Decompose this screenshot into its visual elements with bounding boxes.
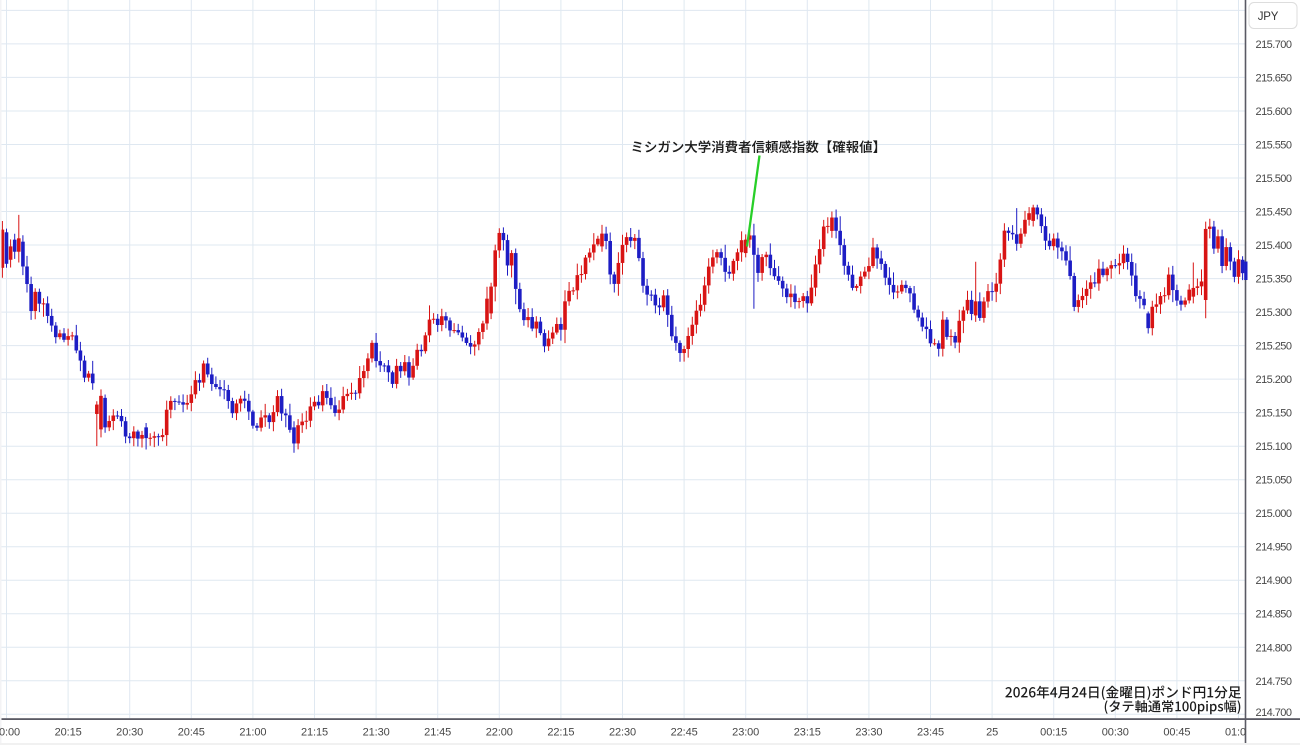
svg-text:215.700: 215.700 [1256, 39, 1292, 51]
svg-text:214.950: 214.950 [1256, 542, 1292, 554]
svg-text:215.250: 215.250 [1256, 341, 1292, 353]
svg-text:23:00: 23:00 [732, 727, 759, 739]
svg-text:20:00: 20:00 [0, 727, 20, 739]
svg-text:215.050: 215.050 [1256, 475, 1292, 487]
svg-text:215.100: 215.100 [1256, 441, 1292, 453]
svg-text:21:30: 21:30 [363, 727, 390, 739]
svg-text:215.200: 215.200 [1256, 374, 1292, 386]
svg-text:00:45: 00:45 [1163, 727, 1190, 739]
svg-text:23:30: 23:30 [855, 727, 882, 739]
svg-text:JPY: JPY [1258, 11, 1279, 23]
svg-text:01:00: 01:00 [1225, 727, 1252, 739]
svg-text:20:30: 20:30 [116, 727, 143, 739]
svg-text:214.900: 214.900 [1256, 575, 1292, 587]
svg-text:215.350: 215.350 [1256, 274, 1292, 286]
svg-text:214.850: 214.850 [1256, 609, 1292, 621]
svg-text:23:45: 23:45 [917, 727, 944, 739]
svg-text:214.700: 214.700 [1256, 707, 1292, 719]
svg-text:20:45: 20:45 [178, 727, 205, 739]
svg-text:21:45: 21:45 [424, 727, 451, 739]
svg-text:215.600: 215.600 [1256, 106, 1292, 118]
svg-text:00:15: 00:15 [1040, 727, 1067, 739]
svg-text:21:15: 21:15 [301, 727, 328, 739]
svg-text:20:15: 20:15 [55, 727, 82, 739]
svg-text:215.650: 215.650 [1256, 72, 1292, 84]
svg-text:215.300: 215.300 [1256, 307, 1292, 319]
svg-text:22:15: 22:15 [547, 727, 574, 739]
svg-text:214.750: 214.750 [1256, 676, 1292, 688]
svg-text:215.000: 215.000 [1256, 508, 1292, 520]
svg-text:215.400: 215.400 [1256, 240, 1292, 252]
svg-text:214.800: 214.800 [1256, 642, 1292, 654]
svg-text:22:30: 22:30 [609, 727, 636, 739]
svg-text:00:30: 00:30 [1102, 727, 1129, 739]
svg-text:22:00: 22:00 [486, 727, 513, 739]
svg-text:215.150: 215.150 [1256, 408, 1292, 420]
svg-text:25: 25 [986, 727, 998, 739]
svg-text:215.550: 215.550 [1256, 140, 1292, 152]
svg-text:215.500: 215.500 [1256, 173, 1292, 185]
svg-text:23:15: 23:15 [794, 727, 821, 739]
svg-text:22:45: 22:45 [671, 727, 698, 739]
svg-text:21:00: 21:00 [239, 727, 266, 739]
svg-text:215.450: 215.450 [1256, 207, 1292, 219]
